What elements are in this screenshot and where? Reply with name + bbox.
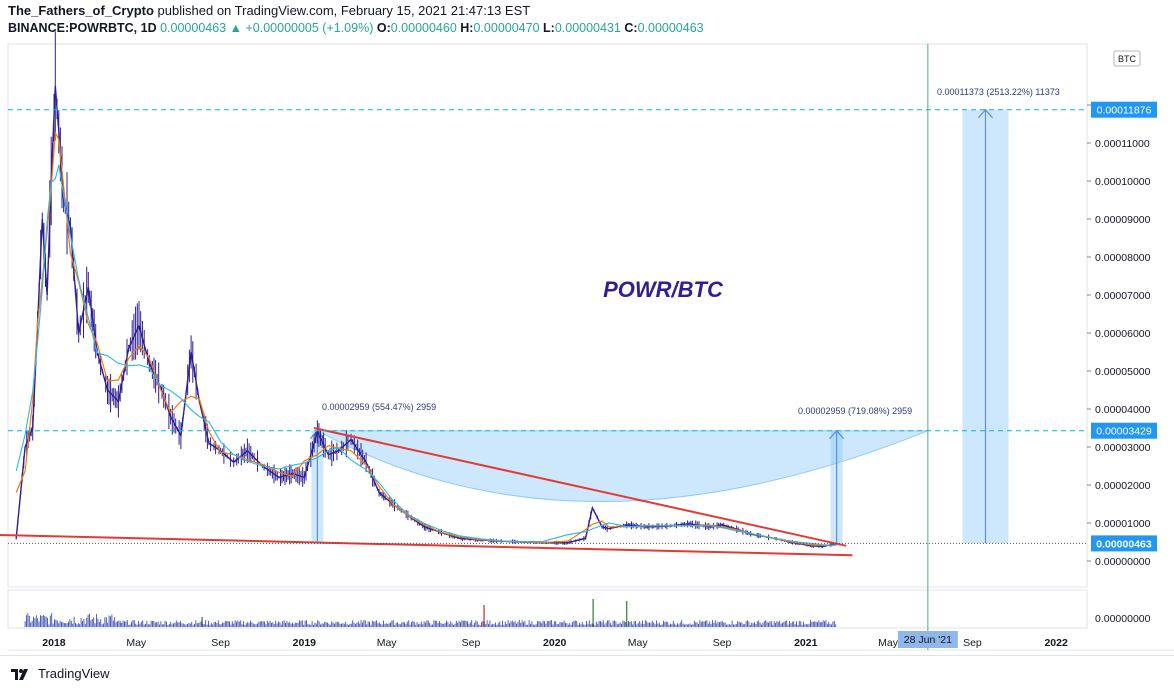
tradingview-label: TradingView xyxy=(38,666,110,681)
volume-tick-label: 0.00000000 xyxy=(1095,613,1151,625)
currency-badge[interactable] xyxy=(1113,50,1141,67)
tradingview-brand[interactable]: TradingView xyxy=(10,666,110,681)
measure-label-3: 0.00011373 (2513.22%) 11373 xyxy=(937,87,1060,97)
x-tick-label: May xyxy=(628,637,649,649)
tradingview-logo-icon xyxy=(11,668,28,680)
x-tick-label: 2021 xyxy=(794,637,818,649)
arrowhead-icon xyxy=(978,108,993,119)
x-tick-label: 2022 xyxy=(1044,637,1068,649)
trendline-lower[interactable] xyxy=(0,533,853,557)
y-tick-label: 0.00000000 xyxy=(1095,556,1151,568)
x-tick-label: May xyxy=(878,637,899,649)
price-axis-badge-text-1: 0.00011876 xyxy=(1097,105,1152,117)
y-tick-label: 0.00008000 xyxy=(1095,252,1151,264)
volume-pane-frame xyxy=(7,589,1088,629)
price-axis-badge-2 xyxy=(1091,422,1157,439)
measure-label-2: 0.00002959 (719.08%) 2959 xyxy=(798,406,912,416)
volume-bars xyxy=(24,613,837,627)
y-tick-label: 0.00007000 xyxy=(1095,290,1151,302)
x-tick-label: 2020 xyxy=(543,637,567,649)
price-axis-badge-1 xyxy=(1091,101,1157,118)
x-tick-label: Sep xyxy=(963,637,982,649)
y-tick-label: 0.00001000 xyxy=(1095,518,1151,530)
footer-bar: TradingView xyxy=(0,655,1174,692)
low-value: 0.00000431 xyxy=(554,21,621,35)
date-marker-text: 28 Jun '21 xyxy=(904,634,952,646)
x-tick-label: May xyxy=(377,637,398,649)
price-axis-badge-3 xyxy=(1091,535,1157,552)
price-axis-badge-text-3: 0.00000463 xyxy=(1096,538,1152,550)
x-tick-label: Sep xyxy=(713,637,732,649)
chart-title: POWR/BTC xyxy=(603,277,724,302)
y-tick-label: 0.00004000 xyxy=(1095,404,1151,416)
low-label: L: xyxy=(543,21,555,35)
ema-slow-line xyxy=(15,164,837,546)
price-pane-frame xyxy=(7,43,1088,588)
cup-projection-area xyxy=(317,430,929,503)
x-tick-label: Sep xyxy=(462,637,481,649)
publisher-line: The_Fathers_of_Crypto published on Tradi… xyxy=(8,3,530,18)
change-arrow-icon: ▲ xyxy=(229,21,242,35)
symbol-ohlc-line: BINANCE:POWRBTC, 1D 0.00000463 ▲ +0.0000… xyxy=(8,21,704,35)
x-tick-label: 2018 xyxy=(42,637,66,649)
symbol-name[interactable]: BINANCE:POWRBTC, 1D xyxy=(8,21,157,35)
publish-info: published on TradingView.com, February 1… xyxy=(157,3,531,18)
high-label: H: xyxy=(460,21,474,35)
x-tick-label: May xyxy=(126,637,147,649)
x-tick-label: 2019 xyxy=(293,637,317,649)
price-chart[interactable]: 0.00002959 (554.47%) 2959 0.00002959 (719… xyxy=(0,0,1174,655)
measure-label-1: 0.00002959 (554.47%) 2959 xyxy=(322,402,436,412)
close-value: 0.00000463 xyxy=(637,21,704,35)
y-tick-label: 0.00006000 xyxy=(1095,328,1151,340)
y-tick-label: 0.00003000 xyxy=(1095,442,1151,454)
open-value: 0.00000460 xyxy=(390,21,457,35)
currency-label: BTC xyxy=(1118,54,1137,64)
author-name[interactable]: The_Fathers_of_Crypto xyxy=(8,3,154,18)
y-tick-label: 0.00010000 xyxy=(1095,176,1151,188)
price-change: +0.00000005 (+1.09%) xyxy=(245,21,374,35)
date-marker-badge xyxy=(897,631,958,648)
high-value: 0.00000470 xyxy=(473,21,540,35)
price-axis-badge-text-2: 0.00003429 xyxy=(1096,426,1152,438)
y-tick-label: 0.00005000 xyxy=(1095,366,1151,378)
y-tick-label: 0.00009000 xyxy=(1095,214,1151,226)
x-tick-label: Sep xyxy=(211,637,230,649)
close-label: C: xyxy=(624,21,638,35)
trendline-upper[interactable] xyxy=(313,427,847,547)
open-label: O: xyxy=(376,21,391,35)
y-tick-label: 0.00011000 xyxy=(1095,138,1150,150)
last-price: 0.00000463 xyxy=(160,21,227,35)
y-tick-label: 0.00002000 xyxy=(1095,480,1151,492)
